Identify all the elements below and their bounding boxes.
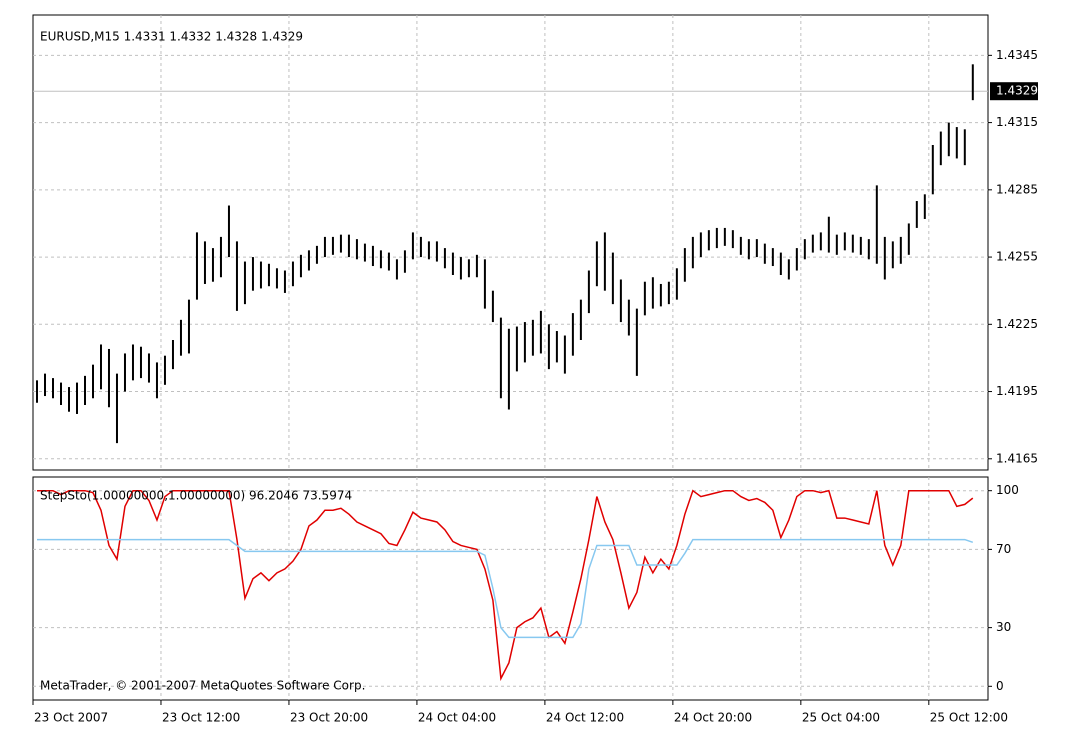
- indicator-panel: [32, 476, 989, 701]
- copyright: MetaTrader, © 2001-2007 MetaQuotes Softw…: [40, 679, 365, 693]
- indicator-title: StepSto(1.00000000,1.00000000) 96.2046 7…: [40, 489, 352, 503]
- y-tick-label: 100: [996, 483, 1019, 497]
- x-tick-label: 25 Oct 04:00: [802, 711, 880, 725]
- x-tick-label: 24 Oct 04:00: [418, 711, 496, 725]
- y-tick-label: 1.4315: [996, 115, 1038, 129]
- y-tick-label: 1.4195: [996, 384, 1038, 398]
- y-tick-label: 30: [996, 620, 1011, 634]
- price-title: EURUSD,M15 1.4331 1.4332 1.4328 1.4329: [40, 30, 303, 44]
- y-tick-label: 0: [996, 679, 1004, 693]
- last-price-box: [990, 82, 1038, 101]
- y-tick-label: 1.4225: [996, 317, 1038, 331]
- x-tick-label: 23 Oct 12:00: [162, 711, 240, 725]
- y-tick-label: 70: [996, 542, 1011, 556]
- last-price-label: 1.4329: [996, 84, 1038, 98]
- y-tick-label: 1.4165: [996, 451, 1038, 465]
- price-panel: [32, 14, 989, 471]
- indicator-line: [36, 489, 974, 682]
- x-tick-label: 23 Oct 20:00: [290, 711, 368, 725]
- y-tick-label: 1.4255: [996, 250, 1038, 264]
- y-tick-label: 1.4285: [996, 182, 1038, 196]
- x-tick-label: 24 Oct 20:00: [674, 711, 752, 725]
- x-tick-label: 25 Oct 12:00: [930, 711, 1008, 725]
- indicator-line: [36, 538, 974, 639]
- x-tick-label: 23 Oct 2007: [34, 711, 108, 725]
- x-tick-label: 24 Oct 12:00: [546, 711, 624, 725]
- y-tick-label: 1.4345: [996, 48, 1038, 62]
